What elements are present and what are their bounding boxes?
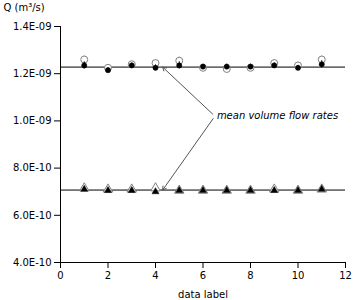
svg-text:2: 2 [105, 270, 111, 281]
svg-text:8: 8 [247, 270, 253, 281]
svg-text:data label: data label [178, 289, 228, 300]
svg-text:8.0E-10: 8.0E-10 [13, 162, 52, 173]
svg-text:1.0E-09: 1.0E-09 [13, 115, 52, 126]
svg-text:4.0E-10: 4.0E-10 [13, 257, 52, 268]
svg-text:4: 4 [152, 270, 158, 281]
svg-text:1.4E-09: 1.4E-09 [13, 21, 52, 32]
svg-text:6: 6 [200, 270, 206, 281]
svg-text:12: 12 [339, 270, 352, 281]
svg-text:0: 0 [57, 270, 63, 281]
svg-text:mean volume flow rates: mean volume flow rates [217, 110, 338, 121]
svg-text:10: 10 [292, 270, 305, 281]
svg-text:6.0E-10: 6.0E-10 [13, 210, 52, 221]
svg-text:Q (m³/s): Q (m³/s) [4, 2, 45, 13]
svg-text:1.2E-09: 1.2E-09 [13, 68, 52, 79]
